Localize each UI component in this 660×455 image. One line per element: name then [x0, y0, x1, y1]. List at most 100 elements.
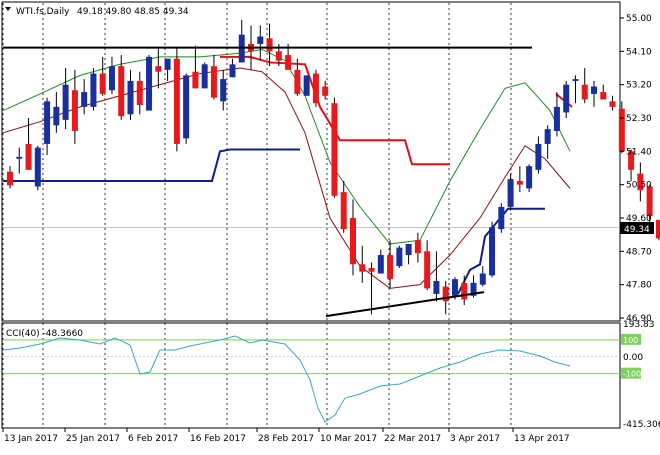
- candle-body: [118, 66, 125, 117]
- date-label: 10 Mar 2017: [320, 434, 377, 444]
- cci-bands: [3, 339, 620, 375]
- candle-body: [507, 179, 514, 207]
- cci-band-tag: [621, 333, 641, 345]
- cci-title: CCI(40) -48.3660: [6, 329, 83, 339]
- annotations: [3, 46, 532, 318]
- candle-body: [7, 171, 13, 186]
- candle-body: [275, 51, 282, 61]
- candle-body: [220, 79, 227, 102]
- candle-body: [349, 218, 356, 265]
- candle-body: [285, 55, 292, 70]
- candle-body: [229, 64, 236, 78]
- candle-body: [470, 282, 477, 296]
- support-trendline: [325, 291, 485, 318]
- date-axis: 13 Jan 2017 25 Jan 2017 6 Feb 2017 16 Feb 2…: [2, 428, 570, 444]
- candle-body: [526, 166, 533, 189]
- candle-body: [535, 143, 542, 170]
- date-label: 22 Mar 2017: [384, 434, 441, 444]
- date-label: 13 Jan 2017: [4, 434, 58, 444]
- candle-body: [322, 86, 329, 96]
- cci-axis-label: 100: [623, 336, 638, 345]
- price-tick-label: 47.80: [626, 281, 652, 291]
- candle-body: [34, 147, 41, 187]
- svg-text:49.34: 49.34: [624, 225, 650, 235]
- stop-line-blue: [3, 148, 300, 182]
- candle-body: [53, 106, 60, 126]
- candle-body: [591, 86, 598, 94]
- candle-body: [359, 264, 366, 272]
- candle-body: [340, 192, 347, 230]
- grid: [2, 3, 620, 427]
- candle-body: [127, 80, 134, 115]
- candle-body: [424, 251, 431, 289]
- cci-axis-label: 193.83: [623, 320, 655, 330]
- candle-body: [516, 180, 523, 185]
- moving-average-green: [2, 48, 571, 245]
- candle-body: [377, 255, 384, 274]
- candle-body: [563, 84, 570, 113]
- candle-body: [387, 255, 394, 280]
- date-label: 13 Apr 2017: [514, 434, 570, 444]
- candle-body: [553, 106, 560, 131]
- candle-body: [646, 186, 653, 217]
- stop-line-blue-right: [457, 207, 545, 295]
- candle-body: [331, 103, 338, 196]
- stop-line-red: [220, 55, 450, 166]
- candle-body: [637, 173, 644, 191]
- date-label: 28 Feb 2017: [258, 434, 314, 444]
- candle-body: [210, 66, 217, 98]
- candle-body: [396, 247, 403, 267]
- price-tick-label: 50.50: [626, 181, 652, 191]
- cci-plot-frame: [1, 322, 621, 429]
- candle-body: [201, 64, 208, 89]
- candle-body: [600, 92, 607, 100]
- candle-body: [71, 90, 78, 131]
- candle-body: [155, 66, 162, 72]
- candle-body: [136, 80, 143, 106]
- price-tick-label: 52.30: [626, 114, 652, 124]
- candle-body: [405, 243, 412, 256]
- candle-body: [489, 227, 496, 276]
- candle-body: [414, 240, 421, 254]
- candle-body: [312, 73, 319, 104]
- price-tick-label: 48.70: [626, 247, 652, 257]
- candle-body: [461, 282, 468, 300]
- candle-body: [16, 156, 23, 159]
- price-tick-label: 55.00: [626, 14, 652, 24]
- candle-body: [628, 151, 635, 170]
- price-tick-label: 54.10: [626, 47, 652, 57]
- candle-body: [62, 84, 69, 120]
- candle-body: [544, 129, 551, 144]
- date-label: 25 Jan 2017: [66, 434, 120, 444]
- candle-body: [146, 56, 153, 111]
- cci-line: [2, 335, 571, 423]
- triangle-down-icon[interactable]: [5, 7, 11, 11]
- candle-body: [192, 71, 199, 89]
- candle-body: [266, 38, 273, 52]
- candle-body: [442, 286, 449, 302]
- ohlc-label: 49.18 49.80 48.85 49.34: [77, 7, 189, 17]
- price-tick-label: 51.40: [626, 147, 652, 157]
- candle-body: [609, 101, 616, 107]
- candle-body: [44, 101, 51, 144]
- candle-body: [581, 84, 588, 100]
- candle-body: [433, 280, 440, 294]
- date-label: 6 Feb 2017: [128, 434, 178, 444]
- candle-body: [303, 75, 310, 96]
- candle-body: [451, 279, 458, 296]
- current-price-marker: 49.34: [620, 222, 654, 235]
- candle-body: [183, 75, 190, 139]
- candle-body: [164, 58, 171, 70]
- candle-body: [368, 268, 375, 272]
- price-tick-label: 53.20: [626, 81, 652, 91]
- date-label: 3 Apr 2017: [450, 434, 500, 444]
- moving-average-darkred: [2, 67, 571, 289]
- candle-body: [498, 206, 505, 230]
- candle-body: [99, 73, 106, 94]
- indicator-lines: [2, 48, 573, 295]
- candle-body: [294, 69, 301, 94]
- symbol-label: WTI.fs,Daily: [16, 7, 70, 17]
- candle-body: [572, 79, 579, 81]
